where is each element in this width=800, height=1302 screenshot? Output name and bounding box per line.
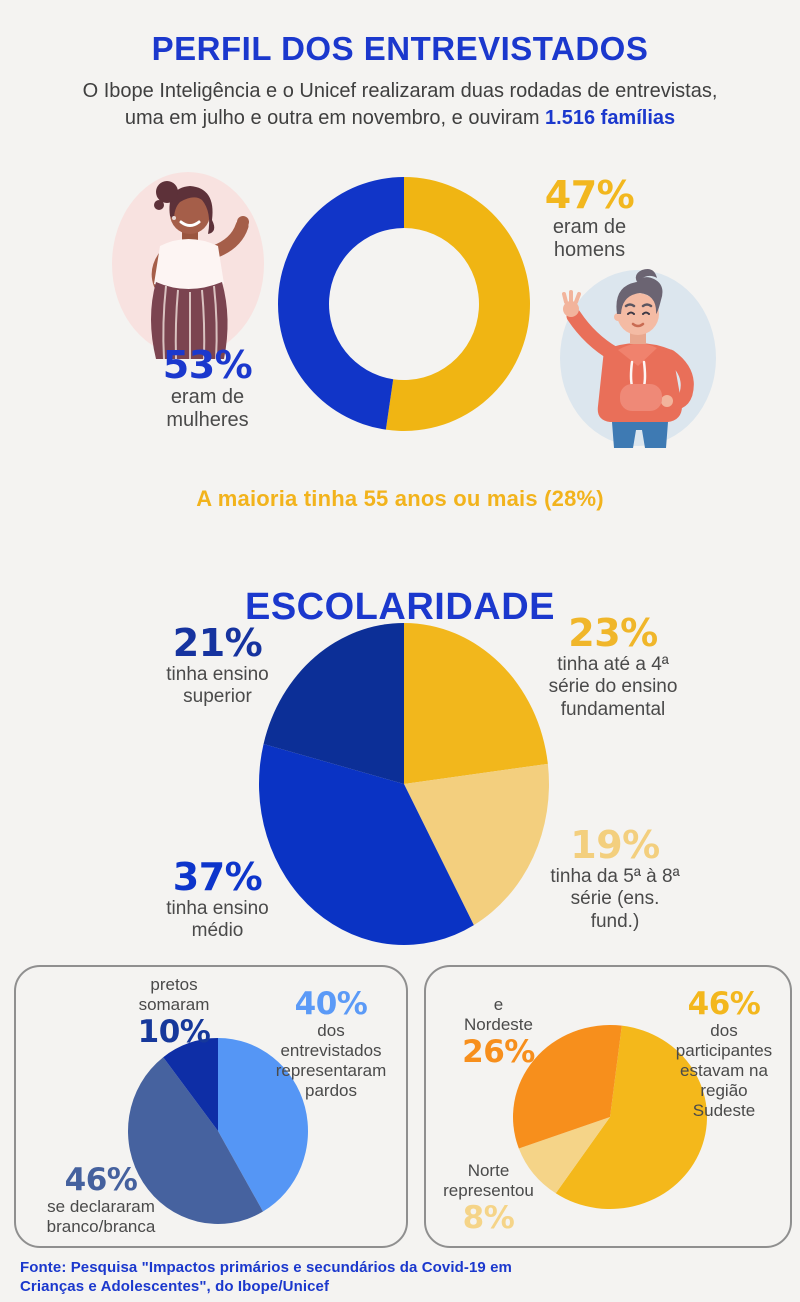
source-note: Fonte: Pesquisa "Impactos primários e se… xyxy=(20,1259,512,1296)
region-card: e Nordeste 26% 46% dos participantes est… xyxy=(424,965,792,1248)
race-pretos-value: 10% xyxy=(137,1014,211,1051)
male-stat-caption: eram de homens xyxy=(552,215,627,262)
male-stat-value: 47% xyxy=(544,173,635,217)
pie-slice xyxy=(259,743,474,945)
man-illustration xyxy=(560,269,716,448)
pie-slice xyxy=(385,177,530,431)
pie-slice xyxy=(555,1025,707,1209)
race-pardos-value: 40% xyxy=(294,986,368,1022)
edu-medio-stat: 37% tinha ensino médio xyxy=(135,855,300,943)
race-pardos-stat: 40% dos entrevistados representaram pard… xyxy=(251,987,411,1101)
pie-slice xyxy=(263,623,404,784)
subtitle-line1: O Ibope Inteligência e o Unicef realizar… xyxy=(82,80,718,102)
race-card: pretos somaram 10% 40% dos entrevistados… xyxy=(14,965,408,1248)
edu-superior-stat: 21% tinha ensino superior xyxy=(135,621,300,709)
race-pretos-stat: pretos somaram 10% xyxy=(104,975,244,1049)
female-stat-value: 53% xyxy=(162,343,253,387)
edu-fund58-caption: tinha da 5ª à 8ª série (ens. fund.) xyxy=(550,865,680,932)
pie-slice xyxy=(404,623,548,784)
region-sudeste-caption: dos participantes estavam na região Sude… xyxy=(675,1021,773,1121)
race-pardos-caption: dos entrevistados representaram pardos xyxy=(275,1021,387,1101)
pie-slice xyxy=(218,1038,308,1212)
region-pie-chart xyxy=(513,1025,707,1209)
edu-medio-caption: tinha ensino médio xyxy=(166,897,269,942)
region-norte-value: 8% xyxy=(462,1200,515,1237)
pie-slice xyxy=(278,177,404,430)
pie-slice xyxy=(513,1025,622,1149)
edu-fund4-value: 23% xyxy=(568,611,658,655)
subtitle-line2: uma em julho e outra em novembro, e ouvi… xyxy=(124,107,540,129)
female-stat-caption: eram de mulheres xyxy=(166,385,249,432)
race-pretos-caption: pretos somaram xyxy=(138,975,210,1015)
female-stat: 53% eram de mulheres xyxy=(125,343,290,433)
race-brancos-value: 46% xyxy=(64,1162,138,1198)
region-sudeste-value: 46% xyxy=(687,986,761,1022)
pie-slice xyxy=(518,1117,610,1194)
race-pie-chart xyxy=(128,1038,308,1224)
edu-fund58-stat: 19% tinha da 5ª à 8ª série (ens. fund.) xyxy=(530,823,700,933)
edu-fund4-caption: tinha até a 4ª série do ensino fundament… xyxy=(548,653,678,720)
region-nordeste-stat: e Nordeste 26% xyxy=(436,995,561,1069)
education-heading: ESCOLARIDADE xyxy=(244,586,556,628)
region-nordeste-caption: e Nordeste xyxy=(464,995,533,1035)
region-sudeste-stat: 46% dos participantes estavam na região … xyxy=(659,987,789,1121)
woman-illustration xyxy=(112,172,264,360)
race-brancos-caption: se declararam branco/branca xyxy=(46,1197,156,1237)
page-subtitle: O Ibope Inteligência e o Unicef realizar… xyxy=(0,78,800,132)
pie-slice xyxy=(128,1057,263,1224)
age-note: A maioria tinha 55 anos ou mais (28%) xyxy=(196,486,604,511)
gender-donut-chart xyxy=(278,177,530,431)
edu-fund58-value: 19% xyxy=(570,823,660,867)
edu-superior-value: 21% xyxy=(172,621,263,665)
education-pie-chart xyxy=(259,623,549,945)
edu-fund4-stat: 23% tinha até a 4ª série do ensino funda… xyxy=(528,611,698,721)
region-norte-caption: Norte representou xyxy=(443,1161,534,1201)
race-brancos-stat: 46% se declararam branco/branca xyxy=(16,1163,186,1237)
pie-slice xyxy=(404,763,549,926)
pie-slice xyxy=(163,1038,218,1131)
region-nordeste-value: 26% xyxy=(462,1034,535,1071)
edu-superior-caption: tinha ensino superior xyxy=(166,663,269,708)
page-title: PERFIL DOS ENTREVISTADOS xyxy=(151,30,649,67)
male-stat: 47% eram de homens xyxy=(512,173,667,263)
edu-medio-value: 37% xyxy=(172,855,263,899)
region-norte-stat: Norte representou 8% xyxy=(426,1161,551,1235)
subtitle-families-count: 1.516 famílias xyxy=(545,107,676,129)
